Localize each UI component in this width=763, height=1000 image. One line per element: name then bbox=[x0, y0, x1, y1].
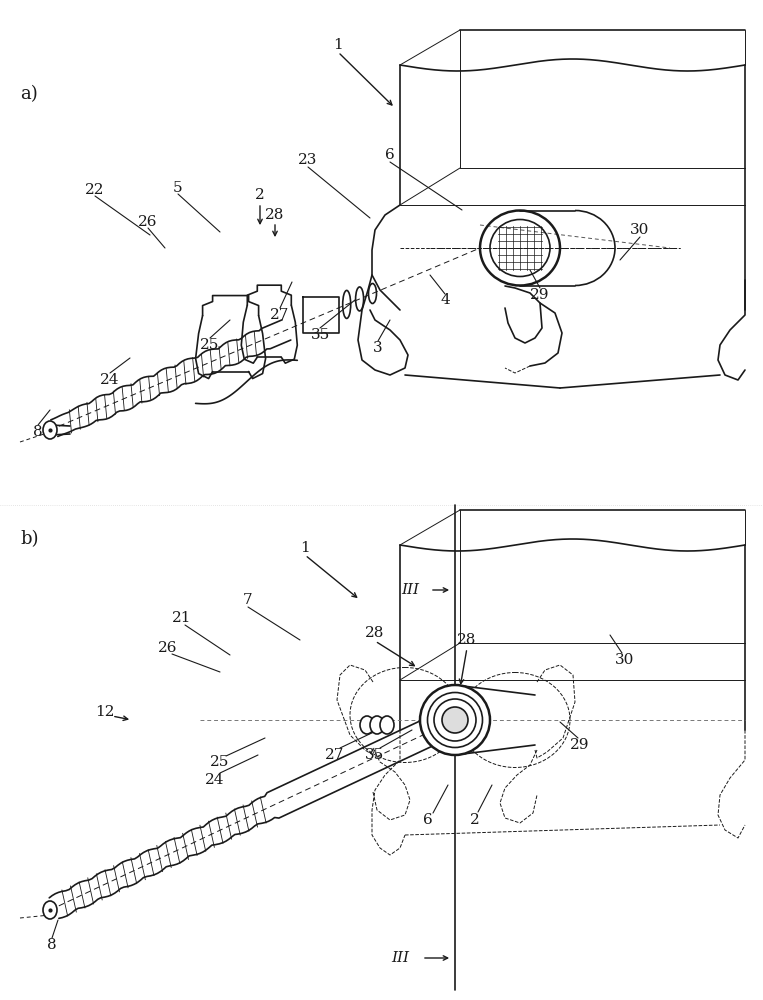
Text: b): b) bbox=[20, 530, 38, 548]
Text: III: III bbox=[401, 583, 419, 597]
Text: 28: 28 bbox=[266, 208, 285, 222]
Ellipse shape bbox=[43, 901, 57, 919]
Ellipse shape bbox=[420, 685, 490, 755]
Text: 35: 35 bbox=[311, 328, 330, 342]
Text: 3: 3 bbox=[373, 341, 383, 355]
Ellipse shape bbox=[43, 421, 57, 439]
Text: 2: 2 bbox=[255, 188, 265, 202]
Ellipse shape bbox=[380, 716, 394, 734]
Text: 26: 26 bbox=[138, 215, 158, 229]
Text: 24: 24 bbox=[205, 773, 225, 787]
Text: 6: 6 bbox=[423, 813, 433, 827]
Text: 1: 1 bbox=[333, 38, 343, 52]
Text: 8: 8 bbox=[33, 425, 43, 439]
Text: 22: 22 bbox=[85, 183, 105, 197]
Text: 12: 12 bbox=[95, 705, 114, 719]
Text: 29: 29 bbox=[570, 738, 590, 752]
Text: III: III bbox=[391, 951, 409, 965]
Text: 4: 4 bbox=[440, 293, 450, 307]
Text: 24: 24 bbox=[100, 373, 120, 387]
Text: 21: 21 bbox=[172, 611, 192, 625]
Text: 2: 2 bbox=[470, 813, 480, 827]
Text: 30: 30 bbox=[630, 223, 649, 237]
Text: 1: 1 bbox=[300, 541, 310, 555]
Text: 27: 27 bbox=[270, 308, 290, 322]
Text: 30: 30 bbox=[615, 653, 635, 667]
Text: 6: 6 bbox=[385, 148, 395, 162]
Ellipse shape bbox=[370, 716, 384, 734]
Text: 25: 25 bbox=[201, 338, 220, 352]
Text: 7: 7 bbox=[243, 593, 253, 607]
Ellipse shape bbox=[360, 716, 374, 734]
Text: 29: 29 bbox=[530, 288, 550, 302]
Text: a): a) bbox=[20, 85, 37, 103]
Text: 28: 28 bbox=[457, 633, 477, 647]
Text: 25: 25 bbox=[211, 755, 230, 769]
Text: 5: 5 bbox=[173, 181, 183, 195]
Text: 8: 8 bbox=[47, 938, 56, 952]
Text: 35: 35 bbox=[365, 748, 385, 762]
Text: 27: 27 bbox=[325, 748, 345, 762]
Text: 23: 23 bbox=[298, 153, 317, 167]
Ellipse shape bbox=[442, 707, 468, 733]
Text: 26: 26 bbox=[158, 641, 178, 655]
Text: 28: 28 bbox=[365, 626, 385, 640]
